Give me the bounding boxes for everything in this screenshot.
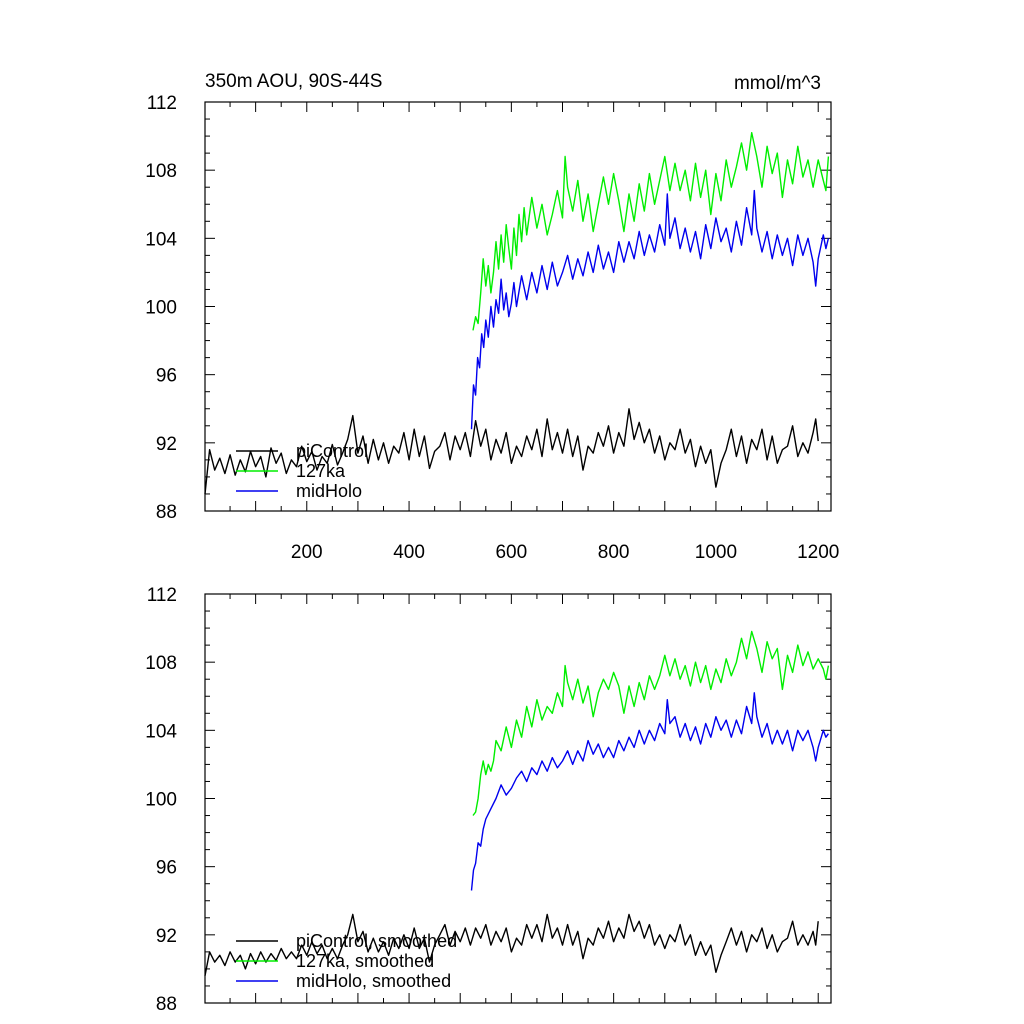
panel-1-y-tick-label: 88 [156,502,177,523]
panel-2-y-tick-label: 96 [156,858,177,879]
panel-1-x-tick-label: 200 [291,542,323,563]
panel-2-legend-label-midholo-smoothed: midHolo, smoothed [296,971,451,991]
chart-bottom-panel: 88 92 96 100 104 108 112 piControl, smoothed127… [145,585,832,1015]
panel-1-y-tick-label: 108 [145,161,177,182]
chart-top-panel: 88 92 96 100 104 108 112 200 400 600 800 1000 1200 35… [145,71,839,563]
panel-1-y-tick-label: 112 [147,93,177,114]
panel-1-x-tick-label: 400 [393,542,425,563]
panel-1-legend-label-picontrol: piControl [296,441,368,461]
panel-2-y-tick-label: 92 [156,926,177,947]
panel-1-x-tick-label: 1200 [797,542,839,563]
panel-1-x-tick-label: 1000 [695,542,737,563]
panel-2-y-tick-label: 100 [145,790,177,811]
panel-1-legend-label-midholo: midHolo [296,481,362,501]
panel-2-series-127ka-smoothed [472,630,830,816]
panel-1-legend-label-127ka: 127ka [296,461,346,481]
panel-1-y-tick-label: 100 [145,298,177,319]
panel-1-units-label: mmol/m^3 [734,73,821,94]
panel-2-y-tick-label: 112 [147,585,177,606]
panel-1-x-tick-label: 600 [495,542,527,563]
panel-1-y-tick-label: 96 [156,366,177,387]
panel-1-series-picontrol [204,408,819,495]
panel-1-series-127ka [472,131,830,331]
panel-1-y-tick-label: 92 [156,434,177,455]
panel-2-legend-label-picontrol-smoothed: piControl, smoothed [296,931,457,951]
panel-2-y-tick-label: 108 [145,653,177,674]
panel-1-title: 350m AOU, 90S-44S [205,71,382,92]
panel-2-legend-label-127ka-smoothed: 127ka, smoothed [296,951,434,971]
panel-2-y-tick-label: 104 [145,721,177,742]
panel-2-series-picontrol-smoothed [204,913,819,976]
panel-1-y-tick-label: 104 [145,229,177,250]
panel-2-series-midholo-smoothed [470,692,829,891]
panel-1-x-tick-label: 800 [598,542,630,563]
panel-2-y-tick-label: 88 [156,994,177,1015]
panel-1-series-midholo [470,189,830,430]
